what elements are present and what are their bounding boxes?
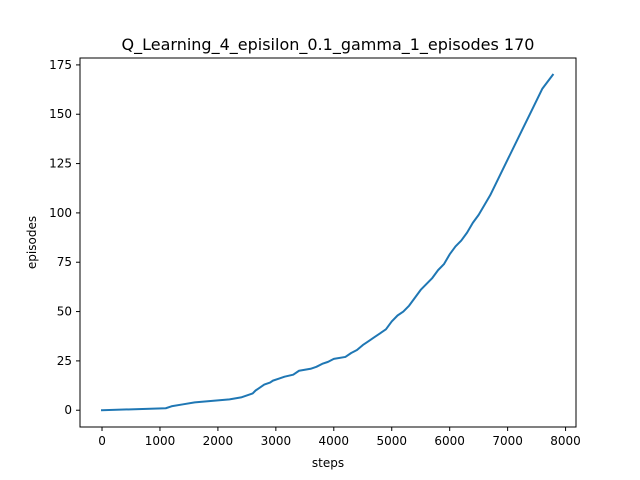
x-tick-label: 8000 bbox=[550, 434, 581, 448]
x-tick-label: 5000 bbox=[376, 434, 407, 448]
y-tick-label: 125 bbox=[49, 157, 72, 171]
x-axis-label: steps bbox=[312, 456, 344, 470]
y-tick-label: 175 bbox=[49, 58, 72, 72]
y-tick-label: 100 bbox=[49, 206, 72, 220]
y-axis-ticks: 0 25 50 75 100 125 150 175 bbox=[49, 58, 80, 417]
y-tick-label: 0 bbox=[64, 403, 72, 417]
x-tick-label: 7000 bbox=[492, 434, 523, 448]
series-line bbox=[100, 73, 555, 412]
y-axis-label: episodes bbox=[25, 216, 39, 269]
x-tick-label: 4000 bbox=[319, 434, 350, 448]
x-tick-label: 0 bbox=[98, 434, 106, 448]
x-tick-label: 1000 bbox=[145, 434, 176, 448]
chart-title: Q_Learning_4_episilon_0.1_gamma_1_episod… bbox=[122, 35, 535, 55]
x-tick-label: 3000 bbox=[261, 434, 292, 448]
y-tick-label: 50 bbox=[57, 305, 72, 319]
y-tick-label: 75 bbox=[57, 255, 72, 269]
plot-background bbox=[80, 58, 576, 427]
plot-area bbox=[80, 58, 576, 427]
x-tick-label: 2000 bbox=[203, 434, 234, 448]
x-tick-label: 6000 bbox=[434, 434, 465, 448]
plot-frame bbox=[79, 57, 577, 428]
y-tick-label: 25 bbox=[57, 354, 72, 368]
y-tick-label: 150 bbox=[49, 107, 72, 121]
x-axis-ticks: 0 1000 2000 3000 4000 5000 6000 7000 8000 bbox=[98, 427, 581, 448]
